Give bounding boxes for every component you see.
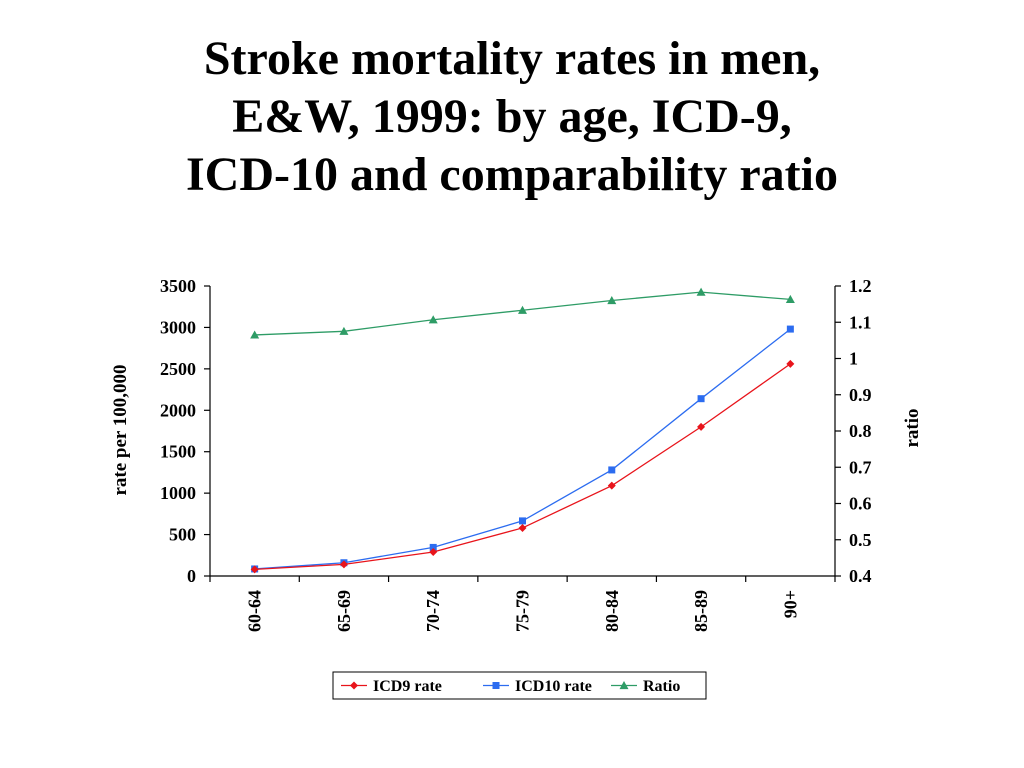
right-tick-label: 0.9	[849, 385, 872, 405]
legend-item-ratio: Ratio	[611, 678, 680, 695]
left-tick-label: 3000	[160, 317, 196, 337]
data-point-ratio	[607, 296, 617, 305]
right-tick-label: 0.6	[849, 494, 872, 514]
left-tick-label: 2500	[160, 359, 196, 379]
legend-item-icd10-rate: ICD10 rate	[483, 678, 592, 695]
x-tick-label: 90+	[780, 590, 800, 618]
x-tick-label: 75-79	[513, 590, 533, 632]
data-point-icd9-rate	[518, 523, 527, 532]
right-tick-label: 1.2	[849, 276, 872, 296]
left-tick-label: 0	[187, 566, 196, 586]
right-tick-label: 1	[849, 349, 858, 369]
x-tick-label: 80-84	[602, 590, 622, 632]
data-point-icd10-rate	[786, 325, 794, 333]
data-point-icd10-rate	[608, 466, 616, 474]
left-tick-label: 3500	[160, 276, 196, 296]
data-point-icd9-rate	[697, 422, 706, 431]
right-y-axis: 0.4 0.5 0.6 0.7 0.8 0.9 1 1.1 1.2	[834, 276, 872, 586]
legend-swatch-marker	[619, 681, 629, 690]
right-axis-title: ratio	[902, 408, 923, 447]
x-tick-label: 60-64	[245, 590, 265, 632]
slide-title: Stroke mortality rates in men, E&W, 1999…	[0, 30, 1024, 204]
data-point-ratio	[518, 305, 527, 314]
left-tick-label: 2000	[160, 400, 196, 420]
data-point-icd9-rate	[250, 565, 259, 574]
legend-label: ICD10 rate	[515, 678, 592, 695]
data-point-icd10-rate	[429, 543, 437, 551]
legend-swatch-marker	[492, 682, 500, 689]
legend-label: ICD9 rate	[373, 678, 442, 695]
data-point-icd10-rate	[697, 395, 705, 403]
right-tick-label: 0.5	[849, 530, 872, 550]
left-tick-label: 1000	[160, 483, 196, 503]
left-y-axis: 0 500 1000 1500 2000 2500 3000 3500	[160, 276, 211, 586]
data-point-icd9-rate	[429, 547, 438, 556]
data-point-ratio	[250, 330, 260, 339]
slide-title-line-1: Stroke mortality rates in men,	[203, 32, 821, 85]
legend-label: Ratio	[643, 678, 680, 695]
series-ratio	[250, 287, 795, 339]
left-axis-title: rate per 100,000	[110, 364, 131, 495]
series-line-icd9-rate	[254, 363, 791, 571]
legend-swatch-marker	[350, 681, 358, 690]
x-tick-label: 65-69	[334, 590, 354, 632]
data-point-icd9-rate	[339, 560, 348, 569]
left-tick-label: 1500	[160, 442, 196, 462]
x-tick-label: 85-89	[691, 590, 711, 632]
series-icd10-rate	[251, 325, 794, 573]
left-tick-label: 500	[169, 525, 196, 545]
data-point-ratio	[339, 326, 349, 335]
x-tick-label: 70-74	[423, 590, 443, 632]
data-point-ratio	[785, 294, 795, 304]
right-tick-label: 0.7	[849, 457, 872, 477]
legend-box	[332, 671, 707, 700]
series-layer	[250, 287, 795, 574]
data-point-icd10-rate	[519, 517, 526, 525]
data-point-ratio	[428, 315, 438, 324]
data-point-icd9-rate	[607, 481, 616, 490]
series-line-icd10-rate	[254, 328, 791, 570]
slide-title-line-3: ICD-10 and comparability ratio	[186, 148, 838, 201]
data-point-icd9-rate	[786, 359, 795, 368]
right-tick-label: 0.8	[849, 421, 872, 441]
right-tick-label: 1.1	[849, 312, 872, 332]
series-icd9-rate	[250, 359, 795, 574]
legend-item-icd9-rate: ICD9 rate	[341, 678, 442, 695]
data-point-ratio	[696, 287, 706, 296]
legend: ICD9 rate ICD10 rate Ratio	[332, 671, 707, 700]
slide-title-line-2: E&W, 1999: by age, ICD-9,	[232, 90, 792, 143]
x-axis: 60-64 65-69 70-74 75-79 80-84 85-89 90+	[209, 575, 836, 632]
right-tick-label: 0.4	[849, 566, 872, 586]
